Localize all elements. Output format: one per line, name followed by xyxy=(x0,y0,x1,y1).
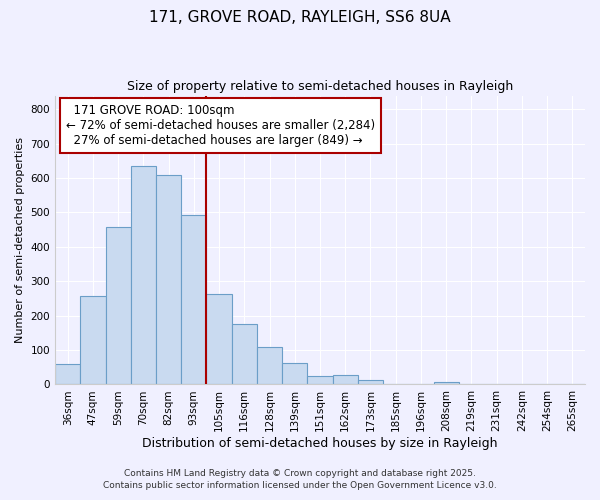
Bar xyxy=(181,215,206,384)
Bar xyxy=(156,174,181,384)
Bar xyxy=(307,376,332,384)
Text: 171 GROVE ROAD: 100sqm
← 72% of semi-detached houses are smaller (2,284)
  27% o: 171 GROVE ROAD: 100sqm ← 72% of semi-det… xyxy=(65,104,375,147)
Bar xyxy=(106,227,131,384)
Bar xyxy=(434,382,459,384)
Title: Size of property relative to semi-detached houses in Rayleigh: Size of property relative to semi-detach… xyxy=(127,80,513,93)
Bar xyxy=(131,166,156,384)
Y-axis label: Number of semi-detached properties: Number of semi-detached properties xyxy=(15,137,25,343)
Bar xyxy=(206,294,232,384)
Bar xyxy=(257,346,282,385)
X-axis label: Distribution of semi-detached houses by size in Rayleigh: Distribution of semi-detached houses by … xyxy=(142,437,498,450)
Bar xyxy=(332,375,358,384)
Text: Contains HM Land Registry data © Crown copyright and database right 2025.
Contai: Contains HM Land Registry data © Crown c… xyxy=(103,469,497,490)
Bar xyxy=(80,296,106,384)
Bar xyxy=(282,363,307,384)
Bar xyxy=(358,380,383,384)
Bar xyxy=(232,324,257,384)
Text: 171, GROVE ROAD, RAYLEIGH, SS6 8UA: 171, GROVE ROAD, RAYLEIGH, SS6 8UA xyxy=(149,10,451,25)
Bar xyxy=(55,364,80,384)
